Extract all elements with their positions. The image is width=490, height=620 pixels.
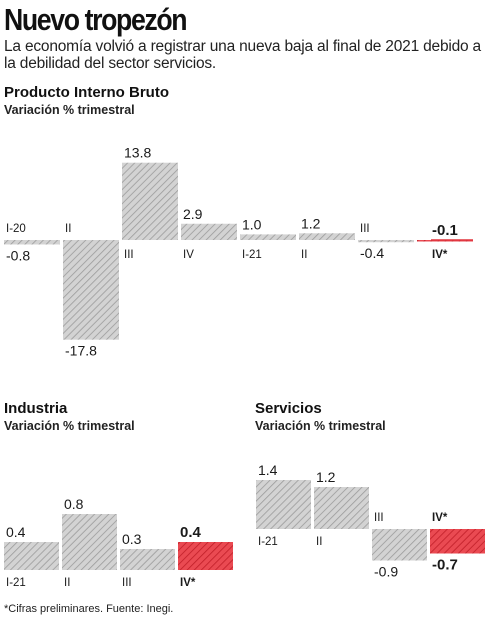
servicios-bar-4 bbox=[430, 529, 485, 554]
pib-value-label-3: 13.8 bbox=[124, 145, 151, 161]
industria-bar-4 bbox=[178, 542, 233, 570]
servicios-chart-title: Servicios bbox=[255, 400, 322, 417]
pib-value-label-7: -0.4 bbox=[360, 245, 384, 261]
industria-category-label-4: IV* bbox=[180, 577, 196, 589]
servicios-value-label-3: -0.9 bbox=[374, 564, 398, 580]
pib-category-label-6: II bbox=[301, 249, 307, 261]
servicios-bar-chart: 1.4 I-21 1.2 II -0.9 III -0.7 IV* bbox=[256, 462, 485, 580]
pib-bar-4 bbox=[181, 223, 237, 240]
servicios-value-label-4: -0.7 bbox=[432, 557, 458, 574]
pib-value-label-2: -17.8 bbox=[65, 343, 97, 359]
servicios-category-label-3: III bbox=[374, 512, 384, 524]
pib-category-label-4: IV bbox=[183, 249, 194, 261]
servicios-bar-2 bbox=[314, 487, 369, 529]
servicios-bar-3 bbox=[372, 529, 427, 561]
servicios-value-label-2: 1.2 bbox=[316, 469, 336, 485]
pib-value-label-5: 1.0 bbox=[242, 216, 262, 232]
industria-bar-chart: 0.4 I-21 0.8 II 0.3 III 0.4 IV* bbox=[4, 496, 233, 589]
pib-bar-6 bbox=[299, 233, 355, 240]
pib-value-label-8: -0.1 bbox=[432, 222, 458, 239]
servicios-category-label-1: I-21 bbox=[258, 536, 278, 548]
pib-bar-7 bbox=[358, 240, 414, 243]
pib-bar-3 bbox=[122, 162, 178, 240]
pib-chart-subtitle: Variación % trimestral bbox=[4, 103, 135, 117]
servicios-value-label-1: 1.4 bbox=[258, 462, 278, 478]
industria-chart-subtitle: Variación % trimestral bbox=[4, 419, 135, 433]
pib-value-label-4: 2.9 bbox=[183, 206, 203, 222]
industria-value-label-1: 0.4 bbox=[6, 524, 26, 540]
pib-category-label-1: I-20 bbox=[6, 223, 26, 235]
pib-category-label-5: I-21 bbox=[242, 249, 262, 261]
page-title: Nuevo tropezón bbox=[4, 2, 188, 37]
pib-bar-1 bbox=[4, 240, 60, 245]
pib-bar-5 bbox=[240, 234, 296, 240]
pib-category-label-3: III bbox=[124, 249, 134, 261]
page-subtitle: La economía volvió a registrar una nueva… bbox=[4, 38, 481, 72]
industria-category-label-1: I-21 bbox=[6, 577, 26, 589]
industria-value-label-3: 0.3 bbox=[122, 531, 142, 547]
pib-category-label-8: IV* bbox=[432, 249, 448, 261]
pib-chart-title: Producto Interno Bruto bbox=[4, 84, 169, 101]
pib-bar-2 bbox=[63, 240, 119, 340]
servicios-category-label-2: II bbox=[316, 536, 322, 548]
pib-bar-chart: -0.8 I-20 -17.8 II 13.8 III 2.9 IV 1.0 I-21 1.2 II -… bbox=[4, 145, 473, 359]
pib-value-label-1: -0.8 bbox=[6, 247, 30, 263]
servicios-chart-subtitle: Variación % trimestral bbox=[255, 419, 386, 433]
industria-category-label-3: III bbox=[122, 577, 132, 589]
industria-value-label-2: 0.8 bbox=[64, 496, 84, 512]
servicios-category-label-4: IV* bbox=[432, 512, 448, 524]
industria-bar-3 bbox=[120, 549, 175, 570]
industria-chart-title: Industria bbox=[4, 400, 68, 417]
pib-category-label-2: II bbox=[65, 223, 71, 235]
industria-category-label-2: II bbox=[64, 577, 70, 589]
industria-value-label-4: 0.4 bbox=[180, 524, 202, 541]
source-note: *Cifras preliminares. Fuente: Inegi. bbox=[4, 603, 174, 615]
pib-category-label-7: III bbox=[360, 223, 370, 235]
industria-bar-2 bbox=[62, 514, 117, 570]
servicios-bar-1 bbox=[256, 480, 311, 529]
pib-value-label-6: 1.2 bbox=[301, 215, 321, 231]
industria-bar-1 bbox=[4, 542, 59, 570]
